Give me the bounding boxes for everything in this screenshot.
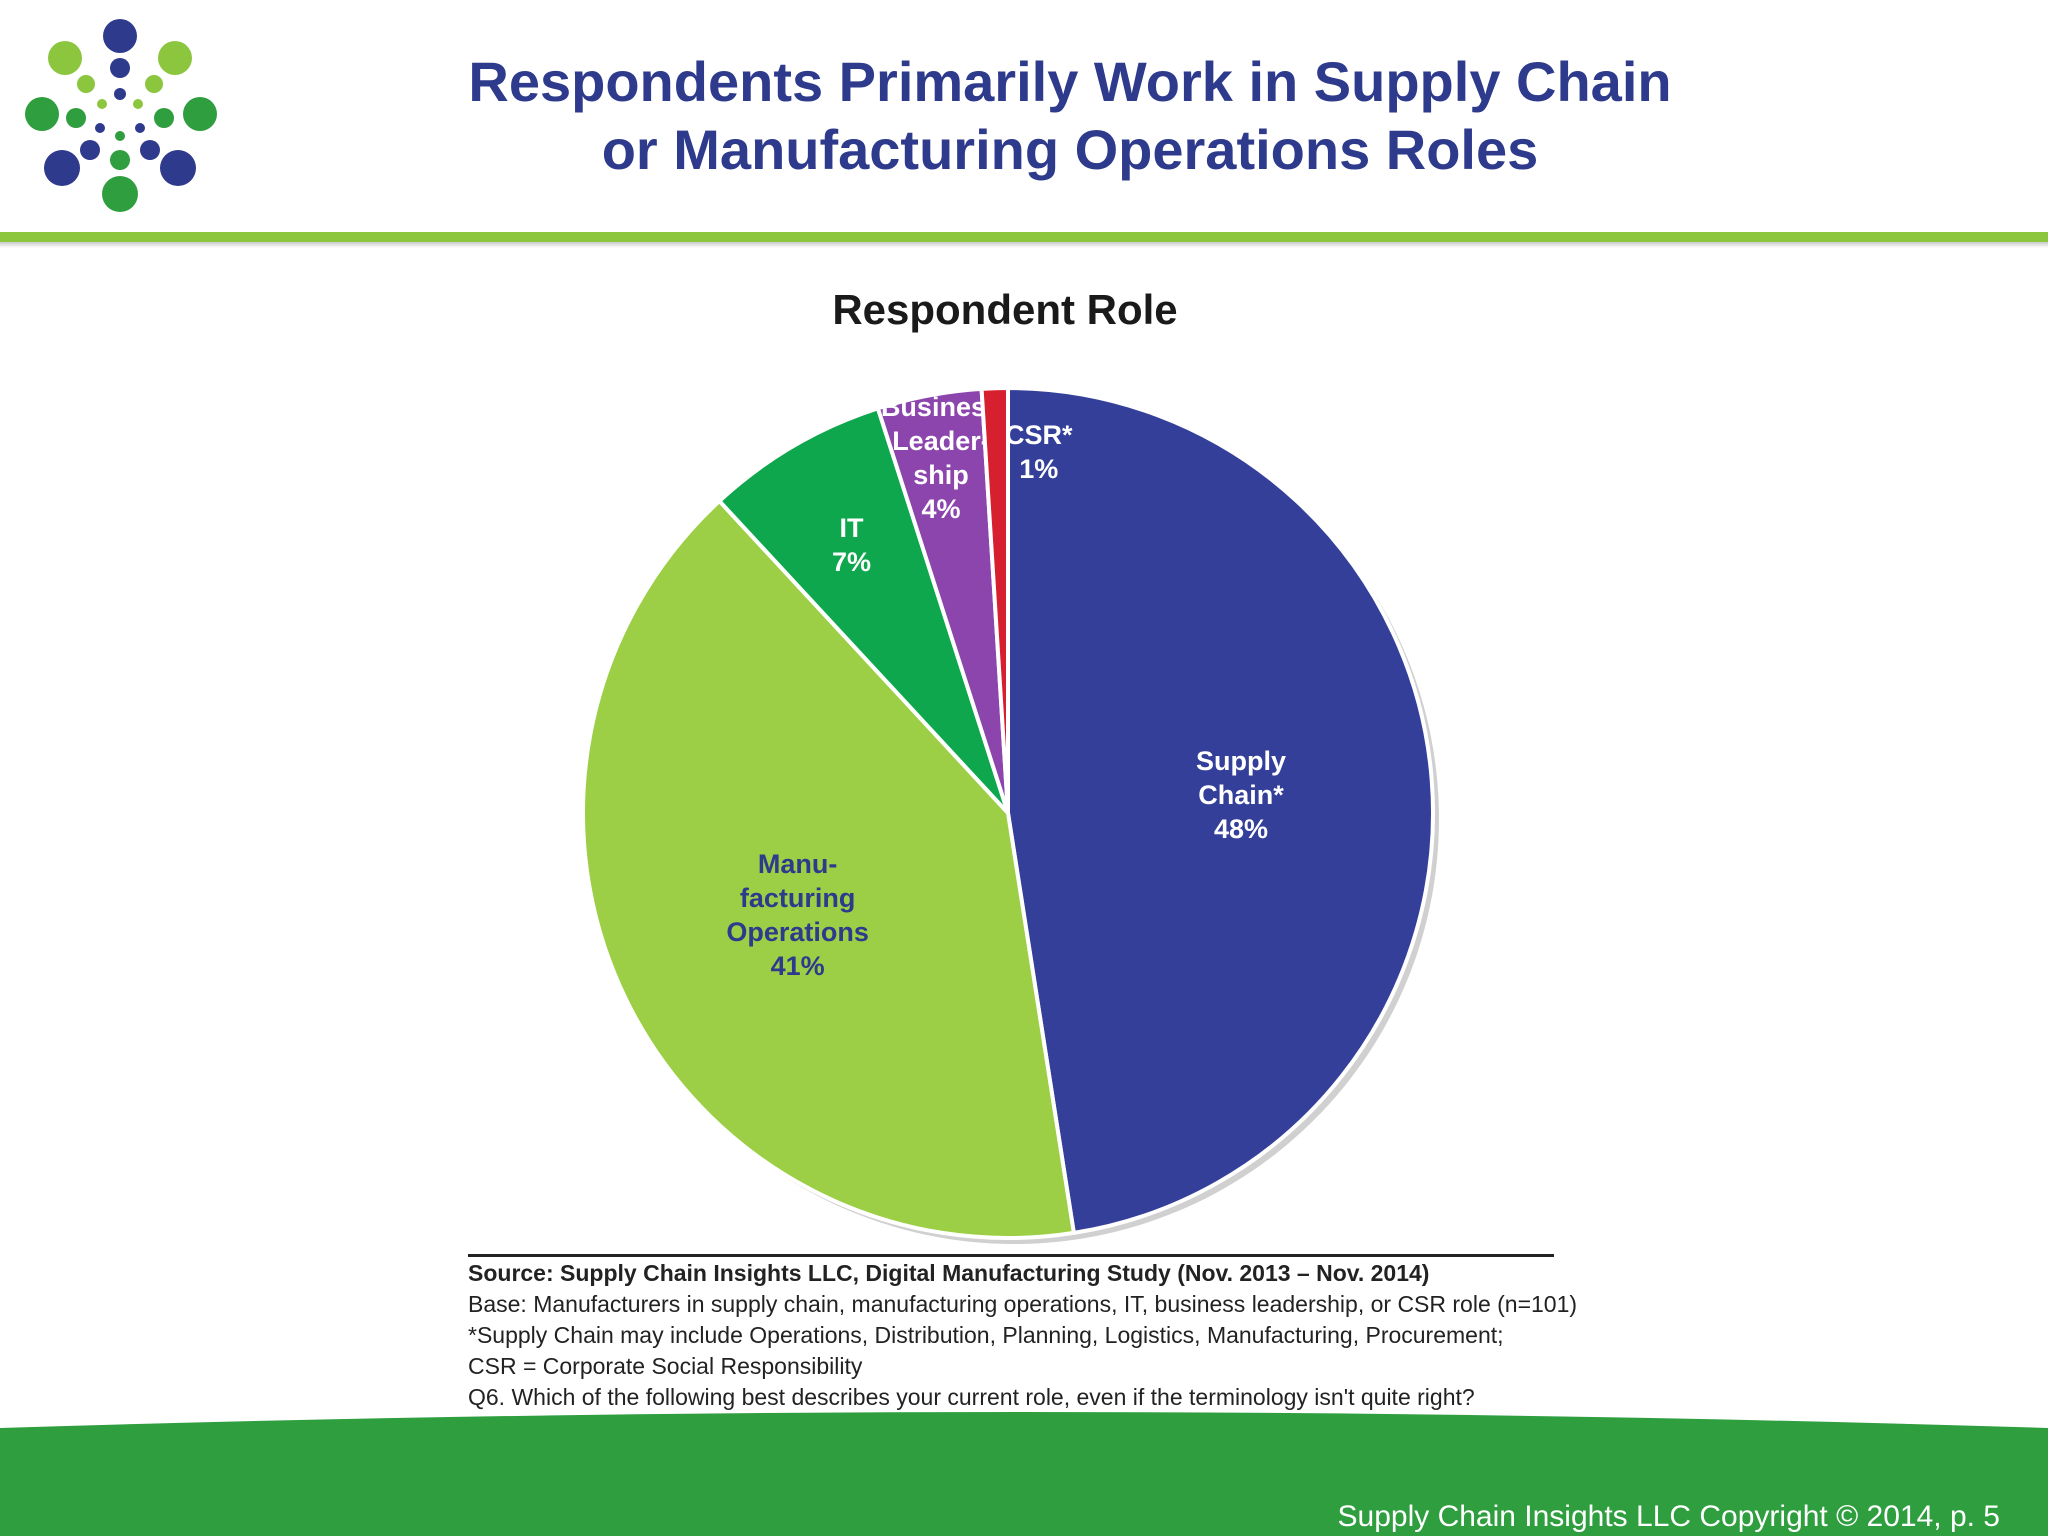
logo-dot	[160, 150, 196, 186]
logo-dot	[77, 75, 95, 93]
logo-dot	[80, 140, 100, 160]
slice-label-line: IT	[839, 513, 864, 543]
source-note: Source: Supply Chain Insights LLC, Digit…	[468, 1260, 1430, 1286]
slice-label-line: Supply	[1196, 746, 1286, 776]
slice-label-line: Leader-	[892, 426, 990, 456]
logo-dot	[140, 140, 160, 160]
logo-dot	[102, 176, 138, 212]
pie-slice	[1006, 385, 1435, 1236]
logo-dot	[110, 58, 130, 78]
footer-band	[0, 1412, 2048, 1536]
slice-label: Supply Chain* 48%	[1196, 746, 1286, 844]
header-divider	[0, 232, 2048, 242]
footnote-supply-chain: *Supply Chain may include Operations, Di…	[468, 1322, 1504, 1348]
logo-dot	[95, 123, 105, 133]
logo-dot	[97, 99, 107, 109]
logo-dot	[158, 41, 192, 75]
question-note: Q6. Which of the following best describe…	[468, 1384, 1475, 1410]
slice-label: CSR* 1%	[1005, 420, 1073, 484]
pie-slice	[979, 385, 1010, 814]
slice-label-line: ship	[913, 460, 969, 490]
logo-dot	[115, 131, 125, 141]
logo-dot	[25, 97, 59, 131]
slice-label-line: 41%	[771, 951, 825, 981]
slice-label: Manu-facturing Operations 41%	[726, 849, 869, 981]
logo-dot	[135, 123, 145, 133]
logo-dot	[114, 88, 126, 100]
pie-slice	[716, 405, 1010, 815]
chart-title: Respondent Role	[832, 286, 1178, 333]
logo-dot	[145, 75, 163, 93]
logo-dot	[66, 108, 86, 128]
slide-title: Respondents Primarily Work in Supply Cha…	[300, 48, 1840, 184]
slice-label: IT 7%	[832, 513, 871, 577]
copyright-text: Supply Chain Insights LLC Copyright © 20…	[1337, 1500, 2001, 1533]
base-note: Base: Manufacturers in supply chain, man…	[468, 1291, 1578, 1317]
footnote-csr: CSR = Corporate Social Responsibility	[468, 1353, 863, 1379]
slice-label-line: 1%	[1019, 454, 1058, 484]
slice-label-line: Manu-	[758, 849, 837, 879]
slice-label-line: Operations	[726, 917, 869, 947]
slide-title-line1: Respondents Primarily Work in Supply Cha…	[468, 50, 1672, 113]
logo-dot	[103, 19, 137, 53]
header-divider-shadow	[0, 242, 2048, 248]
slice-label-line: CSR*	[1005, 420, 1073, 450]
logo-dot	[110, 150, 130, 170]
slice-label-line: 7%	[832, 547, 871, 577]
chart-notes: Source: Supply Chain Insights LLC, Digit…	[468, 1258, 1808, 1413]
company-logo	[25, 19, 217, 212]
logo-dot	[154, 108, 174, 128]
logo-dot	[183, 97, 217, 131]
pie-slice	[581, 498, 1077, 1240]
pie-chart: Supply Chain* 48% Manu-facturing Operations 4…	[581, 385, 1439, 1244]
slice-label-line: 4%	[921, 494, 960, 524]
slice-label-line: facturing	[740, 883, 856, 913]
slice-label-line: Chain*	[1198, 780, 1284, 810]
logo-dot	[44, 150, 80, 186]
slice-label-line: 48%	[1214, 814, 1268, 844]
slide-title-line2: or Manufacturing Operations Roles	[601, 118, 1539, 181]
logo-dot	[48, 41, 82, 75]
logo-dot	[133, 99, 143, 109]
source-divider	[468, 1254, 1554, 1257]
